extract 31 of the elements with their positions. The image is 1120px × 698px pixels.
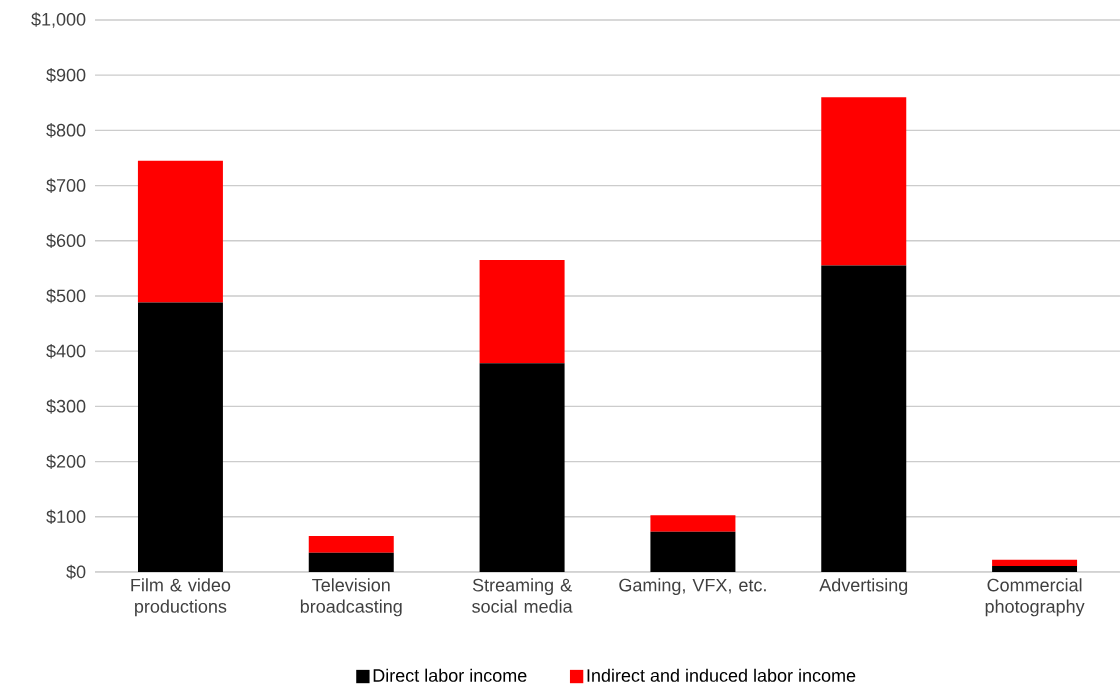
legend-label: Direct labor income (373, 668, 527, 682)
y-tick-label: $500 (46, 288, 86, 304)
x-tick-label: Gaming, VFX, etc. (619, 578, 766, 596)
x-tick-label: Streaming & social media (472, 578, 573, 613)
x-tick-label: Film & video productions (131, 578, 231, 617)
y-tick-label: $100 (46, 509, 86, 525)
y-tick-label: $400 (46, 343, 86, 359)
legend-label: Indirect and induced labor income (587, 668, 856, 682)
bar (650, 531, 736, 572)
bar (137, 160, 223, 303)
bar (992, 565, 1078, 572)
bar (821, 265, 907, 572)
bar (137, 302, 223, 572)
y-tick-label: $200 (46, 454, 86, 469)
x-tick-label: Commercial photography (985, 578, 1085, 617)
x-tick-label: Television broadcasting (300, 578, 402, 617)
y-tick-label: $0 (66, 564, 86, 580)
bar (479, 260, 565, 364)
y-tick-label: $800 (46, 123, 86, 138)
y-tick-label: $300 (46, 399, 86, 414)
y-tick-label: $900 (46, 67, 86, 83)
bar (308, 536, 394, 553)
y-tick-label: $600 (46, 233, 86, 249)
y-tick-label: $700 (46, 178, 86, 193)
bar (650, 515, 736, 532)
bar (308, 552, 394, 572)
bar (479, 363, 565, 572)
bar (821, 97, 907, 266)
y-tick-label: $1,000 (31, 12, 86, 28)
bar (992, 559, 1078, 566)
x-tick-label: Advertising (819, 578, 908, 596)
